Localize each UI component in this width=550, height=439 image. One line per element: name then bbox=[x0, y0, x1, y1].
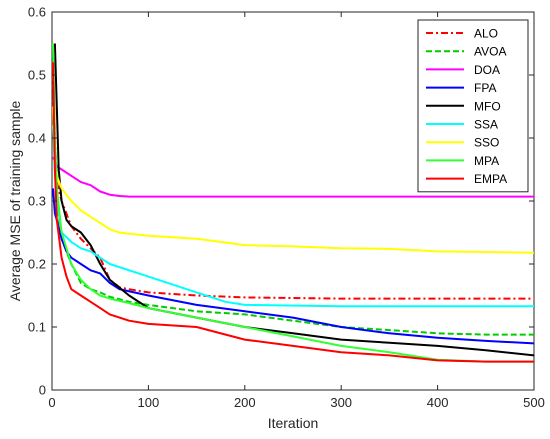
legend-label-empa: EMPA bbox=[474, 172, 507, 186]
legend-label-ssa: SSA bbox=[474, 118, 498, 132]
series-line-mfo bbox=[53, 43, 534, 357]
series-line-empa bbox=[52, 62, 534, 363]
series-line-fpa bbox=[52, 188, 534, 345]
y-tick-label: 0 bbox=[39, 383, 46, 398]
series-line-doa bbox=[52, 156, 534, 198]
legend-label-doa: DOA bbox=[474, 63, 500, 77]
legend-label-alo: ALO bbox=[474, 27, 498, 41]
y-tick-label: 0.6 bbox=[28, 5, 46, 20]
y-axis: 0 0.1 0.2 0.3 0.4 0.5 0.6 bbox=[28, 5, 534, 398]
x-axis: 0 100 200 300 400 500 bbox=[48, 12, 545, 410]
x-tick-label: 0 bbox=[48, 395, 55, 410]
x-axis-label: Iteration bbox=[268, 415, 319, 431]
y-tick-label: 0.4 bbox=[28, 131, 46, 146]
legend-label-avoa: AVOA bbox=[474, 45, 506, 59]
series-line-sso bbox=[52, 106, 534, 254]
x-tick-label: 400 bbox=[427, 395, 449, 410]
x-tick-label: 500 bbox=[523, 395, 545, 410]
legend-label-fpa: FPA bbox=[474, 81, 496, 95]
legend-label-mfo: MFO bbox=[474, 99, 501, 113]
y-tick-label: 0.3 bbox=[28, 194, 46, 209]
y-tick-label: 0.5 bbox=[28, 68, 46, 83]
x-tick-label: 200 bbox=[234, 395, 256, 410]
series-area bbox=[52, 43, 534, 363]
series-line-mpa bbox=[52, 43, 534, 363]
legend-label-sso: SSO bbox=[474, 136, 499, 150]
x-tick-label: 100 bbox=[138, 395, 160, 410]
legend-label-mpa: MPA bbox=[474, 154, 499, 168]
y-axis-label: Average MSE of training sample bbox=[7, 101, 23, 302]
x-tick-label: 300 bbox=[330, 395, 352, 410]
y-tick-label: 0.2 bbox=[28, 257, 46, 272]
y-tick-label: 0.1 bbox=[28, 320, 46, 335]
legend: ALO AVOA DOA FPA MFO SSA SSO MPA EMPA bbox=[417, 19, 529, 193]
